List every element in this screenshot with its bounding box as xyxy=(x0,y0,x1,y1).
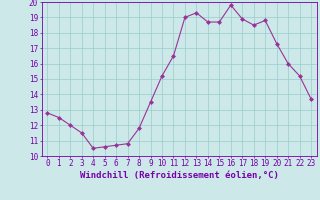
X-axis label: Windchill (Refroidissement éolien,°C): Windchill (Refroidissement éolien,°C) xyxy=(80,171,279,180)
